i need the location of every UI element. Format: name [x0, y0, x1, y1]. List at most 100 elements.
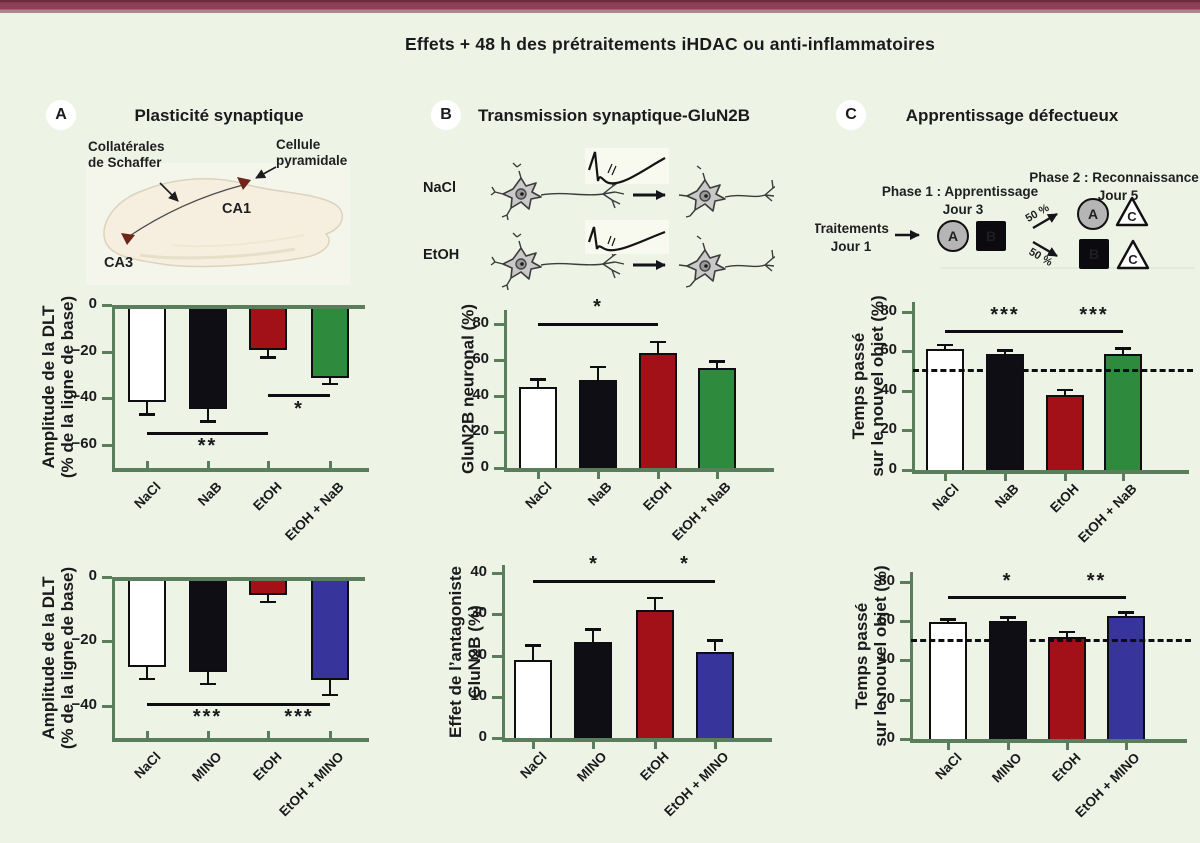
- y-tick: [902, 469, 912, 472]
- error-cap: [1118, 611, 1134, 614]
- y-tick: [494, 395, 504, 399]
- x-axis: [115, 468, 369, 472]
- sig-label: **: [197, 435, 218, 458]
- error-cap: [1115, 347, 1131, 350]
- error-cap: [647, 596, 663, 600]
- error-line: [1064, 388, 1066, 395]
- y-axis: [501, 565, 505, 742]
- y-axis-label-text: GluN2B neuronal (%): [458, 303, 478, 475]
- sig-line: [538, 322, 658, 326]
- sig-line: [948, 596, 1067, 600]
- error-line: [1066, 630, 1068, 637]
- x-tick: [656, 471, 660, 479]
- postsynaptic-neuron: [678, 165, 775, 218]
- object-a2-circle: [1077, 198, 1109, 230]
- bar-2: [249, 308, 287, 351]
- chart-ltp-nab: 0 −20 −40 −60 NaCl NaB EtOH EtOH + NaB ** * Amplit…: [35, 293, 380, 558]
- y-tick-label: 20: [472, 422, 489, 440]
- y-tick: [492, 654, 502, 658]
- x-tick: [266, 461, 270, 468]
- object-c-triangle-bottom: [1116, 239, 1150, 270]
- x-tick: [591, 741, 595, 749]
- sig-line: [1065, 330, 1123, 334]
- error-cap: [940, 618, 956, 621]
- x-tick: [145, 461, 149, 468]
- object-c-letter-bottom: C: [1128, 252, 1138, 267]
- y-tick-label: −20: [71, 341, 97, 359]
- panel-b-title: Transmission synaptique-GluN2B: [477, 106, 751, 125]
- y-tick-label: −40: [71, 695, 97, 713]
- x-tick: [1006, 742, 1010, 750]
- schaffer-pathway-line: [127, 184, 244, 238]
- y-tick-label: 40: [878, 650, 895, 668]
- ca3-electrode-icon: [121, 233, 135, 245]
- object-b2-square: [1079, 239, 1109, 269]
- x-tick: [713, 741, 717, 749]
- error-line: [592, 628, 594, 643]
- error-line: [714, 639, 716, 652]
- y-tick-label: 20: [880, 420, 897, 438]
- bar-1: [579, 380, 617, 468]
- panel-a-title: Plasticité synaptique: [134, 106, 304, 125]
- y-tick: [900, 738, 910, 741]
- panel-c-title: Apprentissage défectueux: [905, 106, 1119, 125]
- error-line: [329, 680, 331, 697]
- bar-1: [574, 642, 612, 738]
- y-tick: [494, 323, 504, 327]
- y-tick-label: 30: [470, 604, 487, 622]
- y-axis: [503, 310, 507, 472]
- panel-c-badge: C: [836, 100, 866, 130]
- y-tick-label: 80: [880, 301, 897, 319]
- sig-label: *: [680, 553, 690, 576]
- y-tick-label: 0: [888, 460, 897, 477]
- error-cap: [937, 343, 953, 346]
- error-cap: [139, 413, 155, 416]
- neuron-circuit-etoh: [490, 220, 775, 291]
- y-tick-label: 0: [88, 295, 97, 312]
- figure-title: Effets + 48 h des prétraitements iHDAC o…: [404, 34, 936, 54]
- error-cap: [585, 628, 601, 631]
- error-cap: [322, 693, 338, 697]
- bar-2: [249, 580, 287, 595]
- hippocampus-image: Collatérales de Schaffer Cellule pyramid…: [86, 137, 350, 285]
- y-tick-label: 0: [88, 567, 97, 584]
- error-cap: [322, 382, 338, 386]
- x-tick: [206, 731, 210, 738]
- y-tick: [494, 467, 504, 470]
- y-tick: [902, 429, 912, 433]
- y-tick: [900, 659, 910, 663]
- y-axis-label-text: Temps passé sur le nouvel objet (%): [848, 295, 887, 477]
- bar-3: [698, 368, 736, 468]
- phase1-label-line1: Phase 1 : Apprentissage: [882, 184, 1039, 199]
- error-cap: [200, 420, 216, 423]
- bar-1: [986, 354, 1024, 470]
- y-tick-label: 10: [470, 686, 487, 704]
- x-tick: [1124, 742, 1128, 750]
- object-a-letter: A: [948, 228, 958, 244]
- error-line: [207, 672, 209, 686]
- dashed-chance-line: [913, 369, 1193, 373]
- zero-line: [115, 305, 365, 309]
- y-tick: [102, 640, 112, 644]
- y-tick: [102, 576, 112, 579]
- error-cap: [1059, 630, 1075, 634]
- y-tick: [902, 310, 912, 314]
- y-tick: [494, 431, 504, 435]
- x-tick: [536, 471, 540, 479]
- bar-3: [1104, 354, 1142, 470]
- zero-line: [115, 577, 365, 581]
- y-tick: [492, 695, 502, 699]
- x-axis: [115, 738, 369, 742]
- chart-ltp-mino: 0 −20 −40 NaCl MINO EtOH EtOH + MINO *** *** Ampl…: [35, 560, 380, 843]
- x-tick: [596, 471, 600, 479]
- recognition-task-diagram: Traitements Jour 1 Phase 1 : Apprentissa…: [815, 170, 1199, 270]
- y-tick-label: 80: [878, 571, 895, 589]
- sig-label: *: [593, 296, 603, 319]
- chart-novel-object-nab: 0 20 40 60 80 NaCl NaB EtOH EtOH + NaB *** *** Temp…: [838, 293, 1200, 545]
- y-tick: [102, 304, 112, 307]
- epsp-trace: [587, 151, 666, 185]
- error-cap: [707, 639, 723, 642]
- ca1-electrode-icon: [237, 177, 251, 190]
- sig-label: ***: [192, 706, 223, 729]
